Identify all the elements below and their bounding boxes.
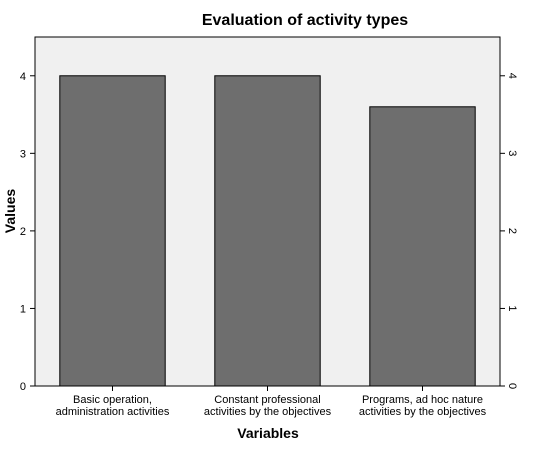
- y-tick-label-right: 1: [506, 305, 518, 311]
- y-tick-label-right: 0: [506, 383, 518, 389]
- chart-title: Evaluation of activity types: [202, 12, 408, 29]
- bar: [59, 75, 166, 387]
- bar: [369, 106, 476, 387]
- x-tick-label: activities by the objectives: [204, 406, 332, 418]
- y-axis-label: Values: [2, 189, 18, 234]
- x-tick-label: administration activities: [56, 406, 170, 418]
- y-tick-label: 2: [20, 226, 26, 238]
- y-tick-label: 3: [20, 148, 26, 160]
- y-tick-label: 0: [20, 381, 26, 393]
- y-axis-left: 0 1 2 3 4: [20, 71, 35, 393]
- y-axis-right: 0 1 2 3 4: [500, 73, 518, 389]
- y-tick-label: 1: [20, 303, 26, 315]
- bar: [214, 75, 321, 387]
- x-axis: Basic operation,administration activitie…: [56, 386, 487, 418]
- bars: [59, 75, 476, 387]
- y-tick-label-right: 2: [506, 228, 518, 234]
- y-tick-label: 4: [20, 71, 26, 83]
- y-tick-label-right: 4: [506, 73, 518, 79]
- x-tick-label: Basic operation,: [73, 394, 152, 406]
- x-tick-label: activities by the objectives: [359, 406, 487, 418]
- x-tick-label: Programs, ad hoc nature: [362, 394, 483, 406]
- x-tick-label: Constant professional: [214, 394, 320, 406]
- y-tick-label-right: 3: [506, 150, 518, 156]
- x-axis-label: Variables: [237, 425, 299, 441]
